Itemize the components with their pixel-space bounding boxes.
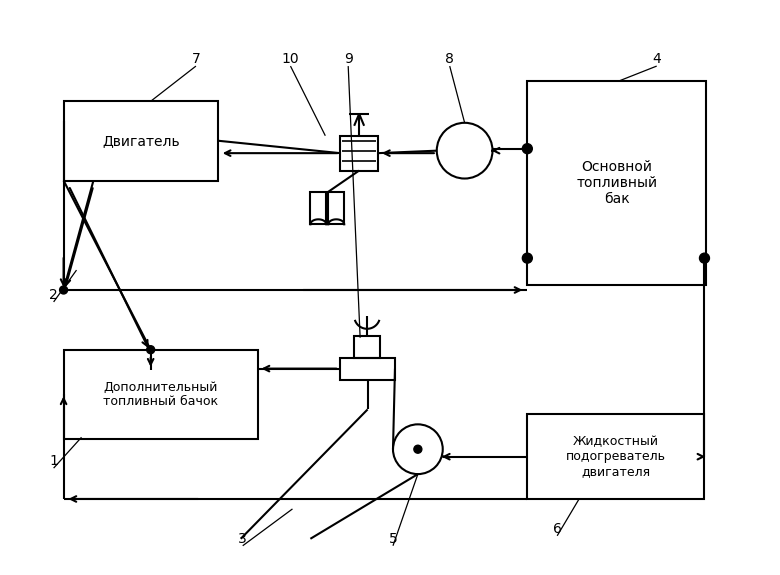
Text: 5: 5 (388, 532, 397, 546)
Bar (310, 193, 326, 224)
Circle shape (147, 346, 154, 354)
Bar (527, 81, 707, 285)
Bar (64, 101, 218, 181)
Circle shape (523, 144, 532, 154)
Text: 6: 6 (553, 522, 562, 536)
Bar (328, 193, 344, 224)
Text: Дополнительный
топливный бачок: Дополнительный топливный бачок (103, 381, 218, 408)
Text: 9: 9 (344, 52, 353, 66)
Circle shape (700, 253, 710, 263)
Text: Двигатель: Двигатель (102, 134, 179, 148)
Bar (64, 350, 257, 439)
Text: 2: 2 (49, 288, 58, 302)
Circle shape (523, 253, 532, 263)
Text: Жидкостный
подогреватель
двигателя: Жидкостный подогреватель двигателя (566, 435, 666, 478)
Circle shape (414, 445, 422, 453)
Text: 1: 1 (49, 454, 58, 468)
Bar (354, 336, 380, 358)
Text: 8: 8 (445, 52, 454, 66)
Bar (340, 358, 395, 380)
Text: 10: 10 (282, 52, 300, 66)
Text: Основной
топливный
бак: Основной топливный бак (576, 160, 658, 206)
Text: 4: 4 (652, 52, 661, 66)
Bar (340, 136, 378, 171)
Text: 7: 7 (192, 52, 200, 66)
Bar (527, 415, 704, 499)
Circle shape (59, 286, 68, 294)
Text: 3: 3 (239, 532, 247, 546)
